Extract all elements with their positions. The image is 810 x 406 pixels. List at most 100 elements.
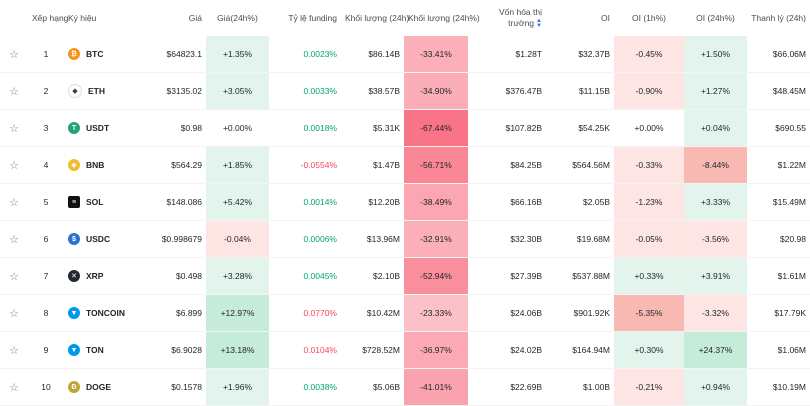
oi-change-24h-cell: +3.33% xyxy=(684,183,747,221)
market-cap-cell: $66.16B xyxy=(468,183,546,221)
sort-arrows-icon: ▲ ▼ xyxy=(536,17,542,29)
symbol-cell[interactable]: ▼ TONCOIN xyxy=(64,294,146,332)
market-cap-cell: $376.47B xyxy=(468,72,546,110)
rank-cell: 5 xyxy=(28,183,64,221)
coin-symbol: USDC xyxy=(86,234,111,245)
open-interest-cell: $164.94M xyxy=(546,331,614,369)
header-open-interest[interactable]: OI xyxy=(546,0,614,36)
favorite-star-icon[interactable]: ☆ xyxy=(0,294,28,332)
volume-change-24h-cell: -33.41% xyxy=(404,36,468,73)
header-symbol[interactable]: Ký hiệu xyxy=(64,0,146,36)
symbol-cell[interactable]: ◆ BNB xyxy=(64,146,146,184)
market-cap-cell: $32.30B xyxy=(468,220,546,258)
volume-change-24h-cell: -32.91% xyxy=(404,220,468,258)
header-liquidation-24h[interactable]: Thanh lý (24h) xyxy=(747,0,810,36)
header-price[interactable]: Giá xyxy=(146,0,206,36)
favorite-star-icon[interactable]: ☆ xyxy=(0,257,28,295)
price-cell: $564.29 xyxy=(146,146,206,184)
funding-rate-cell: 0.0104% xyxy=(269,331,341,369)
price-change-24h-cell: +0.00% xyxy=(206,109,269,147)
funding-rate-cell: 0.0018% xyxy=(269,109,341,147)
header-price-24h[interactable]: Giá(24h%) xyxy=(206,0,269,36)
table-row[interactable]: ☆ 2 ◆ ETH $3135.02 +3.05% 0.0033% $38.57… xyxy=(0,72,810,110)
xrp-icon: ✕ xyxy=(68,270,80,282)
funding-rate-cell: -0.0554% xyxy=(269,146,341,184)
volume-change-24h-cell: -38.49% xyxy=(404,183,468,221)
open-interest-cell: $54.25K xyxy=(546,109,614,147)
liquidation-24h-cell: $20.98 xyxy=(747,220,810,258)
coin-symbol: BTC xyxy=(86,49,104,60)
rank-cell: 9 xyxy=(28,331,64,369)
coin-symbol: USDT xyxy=(86,123,110,134)
price-cell: $0.998679 xyxy=(146,220,206,258)
liquidation-24h-cell: $17.79K xyxy=(747,294,810,332)
header-oi-1h[interactable]: OI (1h%) xyxy=(614,0,684,36)
table-row[interactable]: ☆ 7 ✕ XRP $0.498 +3.28% 0.0045% $2.10B -… xyxy=(0,257,810,295)
rank-cell: 6 xyxy=(28,220,64,258)
rank-cell: 2 xyxy=(28,72,64,110)
coin-symbol: DOGE xyxy=(86,382,112,393)
volume-change-24h-cell: -67.44% xyxy=(404,109,468,147)
rank-cell: 3 xyxy=(28,109,64,147)
favorite-star-icon[interactable]: ☆ xyxy=(0,183,28,221)
table-row[interactable]: ☆ 3 T USDT $0.98 +0.00% 0.0018% $5.31K -… xyxy=(0,109,810,147)
favorite-star-icon[interactable]: ☆ xyxy=(0,146,28,184)
coin-symbol: XRP xyxy=(86,271,104,281)
header-market-cap[interactable]: Vốn hóa thị trường ▲ ▼ xyxy=(468,0,546,36)
symbol-cell[interactable]: ₿ BTC xyxy=(64,36,146,73)
bnb-icon: ◆ xyxy=(68,159,80,171)
symbol-cell[interactable]: T USDT xyxy=(64,109,146,147)
symbol-cell[interactable]: ✕ XRP xyxy=(64,257,146,295)
funding-rate-cell: 0.0014% xyxy=(269,183,341,221)
table-row[interactable]: ☆ 1 ₿ BTC $64823.1 +1.35% 0.0023% $86.14… xyxy=(0,36,810,73)
header-volume-24h[interactable]: Khối lượng (24h) xyxy=(341,0,409,36)
rank-cell: 4 xyxy=(28,146,64,184)
favorite-star-icon[interactable]: ☆ xyxy=(0,220,28,258)
oi-change-1h-cell: -0.33% xyxy=(614,146,684,184)
market-cap-cell: $24.02B xyxy=(468,331,546,369)
symbol-cell[interactable]: ◆ ETH xyxy=(64,72,146,110)
funding-rate-cell: 0.0006% xyxy=(269,220,341,258)
table-row[interactable]: ☆ 9 ▼ TON $6.9028 +13.18% 0.0104% $728.5… xyxy=(0,331,810,369)
favorite-star-icon[interactable]: ☆ xyxy=(0,331,28,369)
oi-change-1h-cell: -0.90% xyxy=(614,72,684,110)
header-volume-24h-pct[interactable]: Khối lượng (24h%) xyxy=(404,0,480,36)
market-cap-cell: $107.82B xyxy=(468,109,546,147)
market-cap-cell: $24.06B xyxy=(468,294,546,332)
favorite-header xyxy=(0,0,28,36)
volume-24h-cell: $13.96M xyxy=(341,220,404,258)
price-change-24h-cell: +13.18% xyxy=(206,331,269,369)
symbol-cell[interactable]: ▼ TON xyxy=(64,331,146,369)
funding-rate-cell: 0.0770% xyxy=(269,294,341,332)
table-row[interactable]: ☆ 8 ▼ TONCOIN $6.899 +12.97% 0.0770% $10… xyxy=(0,294,810,332)
rank-cell: 8 xyxy=(28,294,64,332)
volume-24h-cell: $38.57B xyxy=(341,72,404,110)
usdc-icon: $ xyxy=(68,233,80,246)
table-row[interactable]: ☆ 6 $ USDC $0.998679 -0.04% 0.0006% $13.… xyxy=(0,220,810,258)
table-row[interactable]: ☆ 5 ≡ SOL $148.086 +5.42% 0.0014% $12.20… xyxy=(0,183,810,221)
oi-change-24h-cell: +1.27% xyxy=(684,72,747,110)
coin-label: ≡ SOL xyxy=(68,196,103,209)
volume-24h-cell: $728.52M xyxy=(341,331,404,369)
oi-change-1h-cell: +0.00% xyxy=(614,109,684,147)
open-interest-cell: $11.15B xyxy=(546,72,614,110)
symbol-cell[interactable]: ≡ SOL xyxy=(64,183,146,221)
header-oi-24h[interactable]: OI (24h%) xyxy=(684,0,747,36)
favorite-star-icon[interactable]: ☆ xyxy=(0,109,28,147)
coin-symbol: ETH xyxy=(88,86,105,96)
header-rank[interactable]: Xếp hạng xyxy=(28,0,68,36)
oi-change-24h-cell: -3.56% xyxy=(684,220,747,258)
funding-rate-cell: 0.0045% xyxy=(269,257,341,295)
header-funding-rate[interactable]: Tỷ lệ funding xyxy=(269,0,341,36)
table-row[interactable]: ☆ 4 ◆ BNB $564.29 +1.85% -0.0554% $1.47B… xyxy=(0,146,810,184)
favorite-star-icon[interactable]: ☆ xyxy=(0,72,28,110)
oi-change-1h-cell: +0.30% xyxy=(614,331,684,369)
table-header: Xếp hạng Ký hiệu Giá Giá(24h%) Tỷ lệ fun… xyxy=(0,0,810,36)
volume-24h-cell: $10.42M xyxy=(341,294,404,332)
coin-label: T USDT xyxy=(68,122,110,135)
coin-label: ◆ ETH xyxy=(68,84,105,98)
open-interest-cell: $2.05B xyxy=(546,183,614,221)
symbol-cell[interactable]: $ USDC xyxy=(64,220,146,258)
favorite-star-icon[interactable]: ☆ xyxy=(0,36,28,73)
liquidation-24h-cell: $48.45M xyxy=(747,72,810,110)
